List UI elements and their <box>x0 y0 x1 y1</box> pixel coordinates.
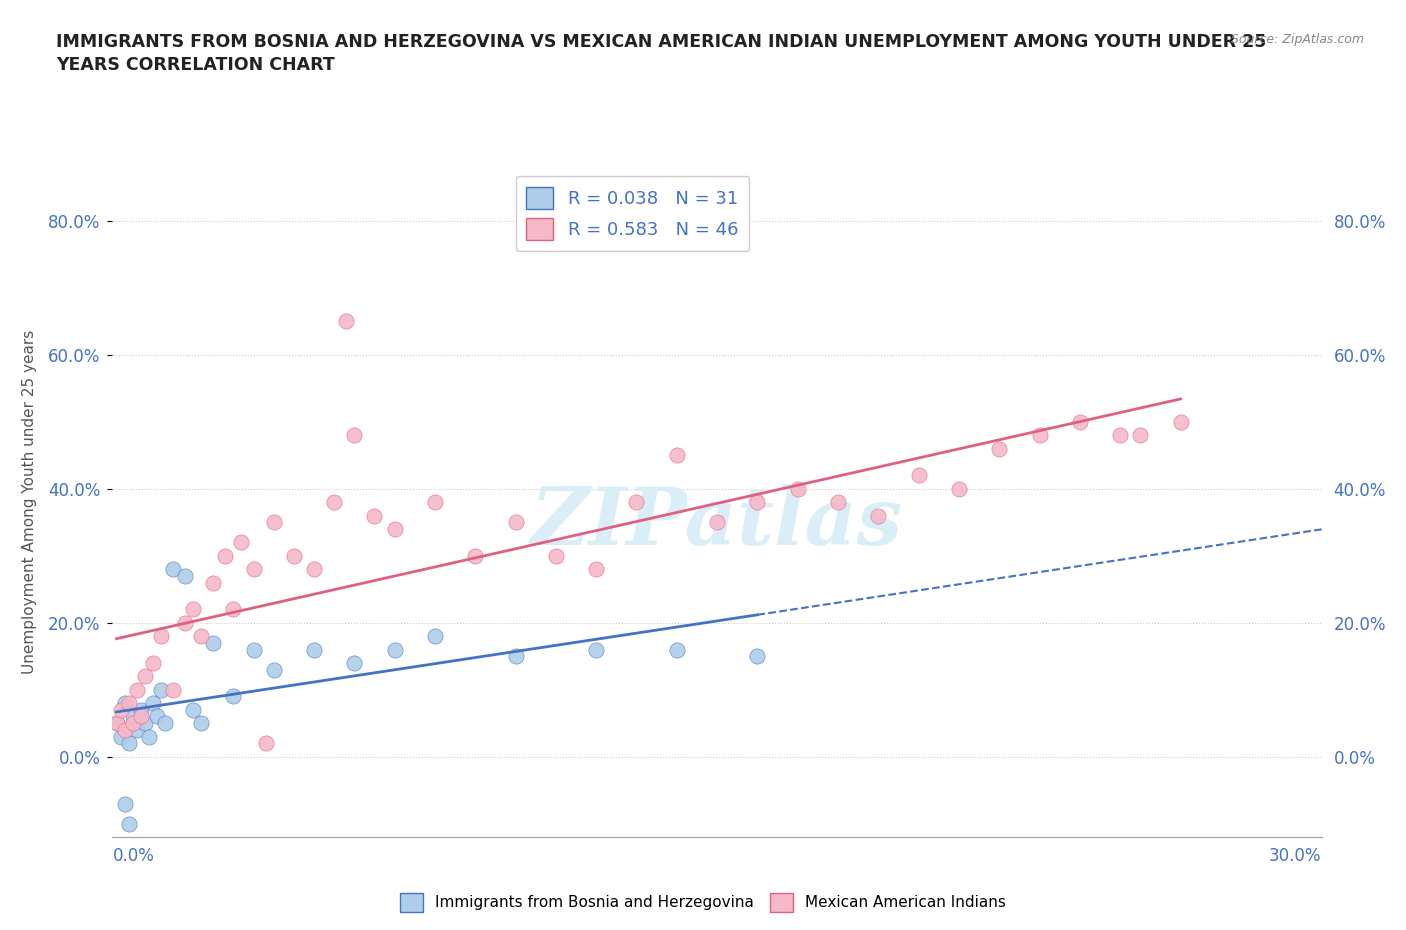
Point <box>110 729 132 744</box>
Point <box>110 702 132 717</box>
Point <box>105 716 128 731</box>
Point <box>105 716 128 731</box>
Point <box>585 562 607 577</box>
Point <box>138 729 160 744</box>
Point <box>114 696 136 711</box>
Point <box>134 716 156 731</box>
Point <box>129 702 152 717</box>
Point <box>544 549 567 564</box>
Point <box>129 709 152 724</box>
Point <box>585 642 607 657</box>
Point <box>626 495 648 510</box>
Point <box>1170 415 1192 430</box>
Point <box>202 575 225 590</box>
Point <box>907 468 929 483</box>
Point <box>231 535 253 550</box>
Point <box>142 696 165 711</box>
Point <box>121 709 143 724</box>
Point <box>125 683 148 698</box>
Point <box>335 314 357 329</box>
Point <box>254 736 277 751</box>
Text: 0.0%: 0.0% <box>112 847 155 865</box>
Point <box>505 649 527 664</box>
Point <box>1129 428 1152 443</box>
Point <box>214 549 236 564</box>
Point <box>827 495 849 510</box>
Point <box>162 683 184 698</box>
Point <box>786 482 808 497</box>
Point <box>222 689 245 704</box>
Point <box>384 642 406 657</box>
Point <box>263 662 285 677</box>
Point <box>114 796 136 811</box>
Point <box>174 616 197 631</box>
Point <box>181 702 204 717</box>
Point <box>1028 428 1050 443</box>
Point <box>149 683 172 698</box>
Point <box>125 723 148 737</box>
Point <box>174 568 197 583</box>
Point <box>747 495 769 510</box>
Point <box>242 642 264 657</box>
Point <box>1069 415 1091 430</box>
Point <box>423 495 446 510</box>
Point <box>343 428 366 443</box>
Y-axis label: Unemployment Among Youth under 25 years: Unemployment Among Youth under 25 years <box>22 330 37 674</box>
Point <box>222 602 245 617</box>
Point <box>505 515 527 530</box>
Point <box>747 649 769 664</box>
Point <box>162 562 184 577</box>
Point <box>146 709 169 724</box>
Text: IMMIGRANTS FROM BOSNIA AND HERZEGOVINA VS MEXICAN AMERICAN INDIAN UNEMPLOYMENT A: IMMIGRANTS FROM BOSNIA AND HERZEGOVINA V… <box>56 33 1267 74</box>
Point <box>988 441 1011 456</box>
Point <box>202 635 225 650</box>
Point <box>114 723 136 737</box>
Point <box>190 716 212 731</box>
Point <box>665 642 688 657</box>
Point <box>181 602 204 617</box>
Point <box>706 515 728 530</box>
Point <box>302 642 325 657</box>
Point <box>142 656 165 671</box>
Point <box>117 696 139 711</box>
Point <box>117 817 139 831</box>
Text: 30.0%: 30.0% <box>1270 847 1322 865</box>
Point <box>283 549 305 564</box>
Point <box>665 448 688 463</box>
Legend: Immigrants from Bosnia and Herzegovina, Mexican American Indians: Immigrants from Bosnia and Herzegovina, … <box>394 887 1012 918</box>
Point <box>423 629 446 644</box>
Point <box>134 669 156 684</box>
Point <box>323 495 346 510</box>
Point <box>149 629 172 644</box>
Point <box>121 716 143 731</box>
Legend: R = 0.038   N = 31, R = 0.583   N = 46: R = 0.038 N = 31, R = 0.583 N = 46 <box>516 177 749 251</box>
Point <box>117 736 139 751</box>
Point <box>868 508 890 523</box>
Point <box>464 549 486 564</box>
Point <box>363 508 385 523</box>
Point <box>343 656 366 671</box>
Point <box>302 562 325 577</box>
Point <box>153 716 176 731</box>
Text: ZIPatlas: ZIPatlas <box>531 484 903 561</box>
Text: Source: ZipAtlas.com: Source: ZipAtlas.com <box>1230 33 1364 46</box>
Point <box>242 562 264 577</box>
Point <box>190 629 212 644</box>
Point <box>948 482 970 497</box>
Point <box>263 515 285 530</box>
Point <box>384 522 406 537</box>
Point <box>1109 428 1132 443</box>
